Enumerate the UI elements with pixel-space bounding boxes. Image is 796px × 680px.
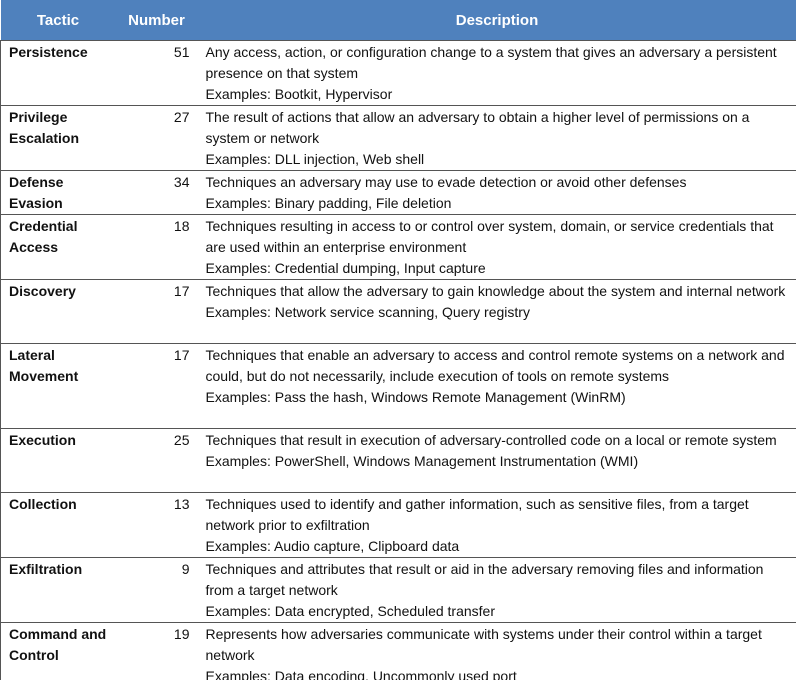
description-cell: Techniques used to identify and gather i… bbox=[197, 492, 796, 558]
table-row: Command and Control 19 Represents how adve… bbox=[0, 622, 796, 680]
description-cell: Any access, action, or configuration cha… bbox=[197, 40, 796, 106]
number-cell: 27 bbox=[115, 105, 198, 171]
examples-text: Examples: Credential dumping, Input capt… bbox=[205, 260, 486, 276]
header-cell: Number bbox=[115, 0, 198, 41]
number-cell: 51 bbox=[115, 40, 198, 106]
tactic-cell: Execution bbox=[0, 428, 116, 493]
table-row: Execution 25 Techniques that result in exe… bbox=[0, 428, 796, 493]
table-row: Collection 13 Techniques used to identify … bbox=[0, 492, 796, 558]
description-text: Techniques that result in execution of a… bbox=[205, 432, 777, 448]
description-cell: The result of actions that allow an adve… bbox=[197, 105, 796, 171]
examples-text: Examples: Pass the hash, Windows Remote … bbox=[205, 389, 626, 405]
description-text: Techniques resulting in access to or con… bbox=[205, 218, 774, 255]
number-cell: 17 bbox=[115, 279, 198, 344]
table-row: Discovery 17 Techniques that allow the adv… bbox=[0, 279, 796, 344]
examples-text: Examples: Network service scanning, Quer… bbox=[205, 304, 530, 320]
description-cell: Techniques that result in execution of a… bbox=[197, 428, 796, 493]
description-cell: Represents how adversaries communicate w… bbox=[197, 622, 796, 680]
tactic-cell: Lateral Movement bbox=[0, 343, 116, 429]
examples-text: Examples: Bootkit, Hypervisor bbox=[205, 86, 393, 102]
table-row: Privilege Escalation 27 The result of acti… bbox=[0, 105, 796, 171]
description-cell: Techniques and attributes that result or… bbox=[197, 557, 796, 623]
number-cell: 25 bbox=[115, 428, 198, 493]
tactic-cell: Persistence bbox=[0, 40, 116, 106]
description-cell: Techniques that allow the adversary to g… bbox=[197, 279, 796, 344]
tactic-cell: Credential Access bbox=[0, 214, 116, 280]
tactic-cell: Privilege Escalation bbox=[0, 105, 116, 171]
table-header: Tactic Number Description bbox=[0, 0, 796, 41]
tactic-cell: Discovery bbox=[0, 279, 116, 344]
description-text: Techniques an adversary may use to evade… bbox=[205, 174, 687, 190]
examples-text: Examples: Data encoding, Uncommonly used… bbox=[205, 668, 517, 680]
table-row: Lateral Movement 17 Techniques that enable… bbox=[0, 343, 796, 429]
examples-text: Examples: Binary padding, File deletion bbox=[205, 195, 452, 211]
header-cell: Description bbox=[197, 0, 796, 41]
number-cell: 17 bbox=[115, 343, 198, 429]
number-cell: 18 bbox=[115, 214, 198, 280]
number-cell: 9 bbox=[115, 557, 198, 623]
description-text: Any access, action, or configuration cha… bbox=[205, 44, 777, 81]
table-row: Defense Evasion 34 Techniques an adversary… bbox=[0, 170, 796, 215]
description-text: Techniques that enable an adversary to a… bbox=[205, 347, 785, 384]
header-cell: Tactic bbox=[0, 0, 116, 41]
examples-text: Examples: Data encrypted, Scheduled tran… bbox=[205, 603, 496, 619]
examples-text: Examples: Audio capture, Clipboard data bbox=[205, 538, 460, 554]
number-cell: 34 bbox=[115, 170, 198, 215]
examples-text: Examples: DLL injection, Web shell bbox=[205, 151, 425, 167]
number-cell: 13 bbox=[115, 492, 198, 558]
description-text: Represents how adversaries communicate w… bbox=[205, 626, 762, 663]
description-text: The result of actions that allow an adve… bbox=[205, 109, 750, 146]
table-body: Persistence 51 Any access, action, or conf… bbox=[0, 40, 796, 680]
tactic-cell: Collection bbox=[0, 492, 116, 558]
table-row: Credential Access 18 Techniques resulting … bbox=[0, 214, 796, 280]
description-cell: Techniques that enable an adversary to a… bbox=[197, 343, 796, 429]
description-cell: Techniques resulting in access to or con… bbox=[197, 214, 796, 280]
tactic-cell: Command and Control bbox=[0, 622, 116, 680]
table-row: Persistence 51 Any access, action, or conf… bbox=[0, 40, 796, 106]
header-row: Tactic Number Description bbox=[0, 0, 796, 41]
examples-text: Examples: PowerShell, Windows Management… bbox=[205, 453, 639, 469]
description-cell: Techniques an adversary may use to evade… bbox=[197, 170, 796, 215]
description-text: Techniques that allow the adversary to g… bbox=[205, 283, 786, 299]
description-text: Techniques used to identify and gather i… bbox=[205, 496, 749, 533]
table-row: Exfiltration 9 Techniques and attributes t… bbox=[0, 557, 796, 623]
description-text: Techniques and attributes that result or… bbox=[205, 561, 764, 598]
tactic-cell: Exfiltration bbox=[0, 557, 116, 623]
number-cell: 19 bbox=[115, 622, 198, 680]
tactic-cell: Defense Evasion bbox=[0, 170, 116, 215]
